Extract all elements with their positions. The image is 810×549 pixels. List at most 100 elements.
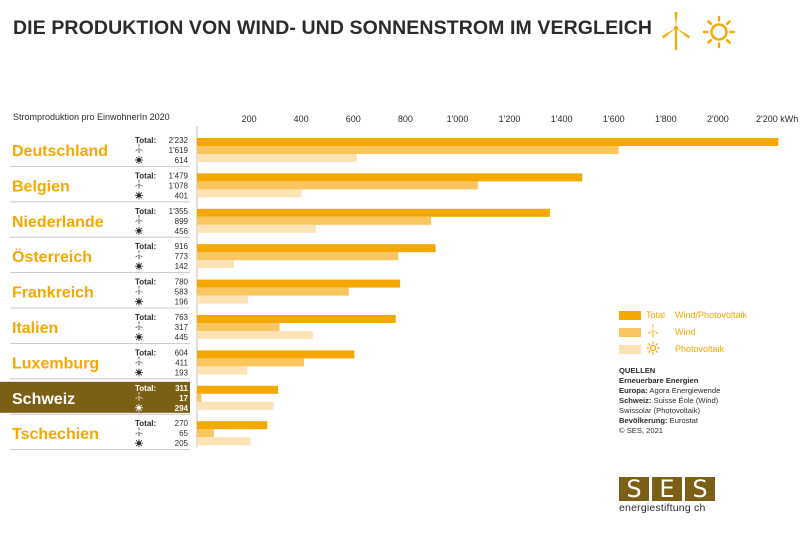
icon-part	[139, 219, 143, 222]
highlight-band	[0, 381, 190, 413]
total-bar	[197, 138, 779, 146]
icon-part	[136, 441, 142, 446]
icon-part	[140, 303, 143, 305]
total-label: Total:	[135, 313, 156, 322]
sources-europa-value: Agora Energiewende	[649, 386, 721, 395]
x-tick-label: 1'200	[499, 114, 521, 124]
legend-swatch-total	[619, 311, 641, 320]
total-value-label: 916	[175, 242, 189, 251]
icon-part	[136, 299, 142, 304]
icon-part	[139, 325, 143, 329]
solar-value-label: 445	[175, 333, 189, 342]
icon-part	[140, 267, 143, 270]
total-label: Total:	[135, 419, 156, 428]
icon-part	[139, 148, 143, 152]
icon-part	[135, 409, 138, 411]
country-label: Österreich	[12, 247, 92, 266]
total-bar	[197, 208, 550, 217]
wind-turbine-icon	[135, 356, 143, 366]
icon-part	[139, 431, 143, 435]
wind-bar	[197, 287, 349, 296]
solar-bar	[197, 295, 249, 304]
sun-icon	[134, 191, 144, 200]
sun-icon	[134, 439, 144, 448]
solar-bar	[197, 437, 251, 446]
solar-bar	[197, 260, 234, 269]
icon-part	[140, 227, 143, 230]
wind-turbine-icon	[135, 427, 143, 437]
total-value-label: 763	[175, 313, 189, 322]
total-value-label: 1'355	[169, 207, 189, 216]
icon-part	[135, 333, 138, 336]
wind-bar	[197, 181, 478, 190]
icon-part	[135, 369, 138, 371]
icon-part	[140, 232, 143, 234]
icon-part	[140, 196, 143, 199]
total-value-label: 311	[175, 384, 188, 393]
solar-value-label: 142	[175, 262, 189, 271]
wind-bar	[197, 323, 280, 331]
icon-part	[135, 232, 138, 234]
sun-icon	[134, 226, 144, 235]
total-bar	[197, 350, 355, 359]
wind-turbine-icon	[135, 392, 143, 401]
x-tick-label: 1'000	[447, 114, 469, 124]
icon-part	[135, 338, 138, 341]
icon-part	[140, 338, 143, 341]
logo-letter: S	[619, 477, 649, 501]
icon-part	[138, 392, 140, 397]
icon-part	[139, 254, 143, 258]
icon-part	[135, 360, 139, 364]
legend-label-solar: Photovoltaik	[675, 344, 725, 354]
total-bar	[197, 173, 583, 182]
wind-value-label: 1'619	[169, 146, 189, 155]
icon-part	[135, 303, 138, 305]
total-label: Total:	[135, 136, 156, 145]
total-label: Total:	[135, 207, 156, 216]
wind-turbine-icon	[662, 12, 690, 50]
total-label: Total:	[135, 348, 156, 357]
wind-bar	[197, 146, 619, 154]
icon-part	[135, 431, 139, 435]
ses-logo: S E S energiestiftung ch	[619, 477, 715, 514]
icon-part	[136, 193, 142, 198]
country-label: Belgien	[12, 178, 70, 195]
icon-part	[136, 264, 142, 269]
sources-bev-value: Eurostat	[669, 416, 698, 425]
sources-copyright: © SES, 2021	[619, 426, 664, 435]
icon-part	[140, 373, 143, 376]
sources-schweiz-value2: Swissolar (Photovoltaik)	[619, 406, 701, 415]
icon-part	[140, 369, 143, 371]
total-label: Total:	[135, 384, 156, 393]
icon-part	[135, 254, 139, 258]
chart-subtitle: Stromproduktion pro EinwohnerIn 2020	[13, 112, 170, 122]
icon-part	[135, 196, 138, 199]
solar-bar	[197, 154, 357, 162]
total-label: Total:	[135, 242, 156, 251]
icon-part	[140, 161, 143, 164]
wind-turbine-icon	[135, 321, 143, 330]
sources-block: QUELLEN Erneuerbare Energien Europa: Ago…	[619, 366, 720, 436]
solar-value-label: 205	[175, 439, 189, 448]
wind-turbine-icon	[135, 215, 143, 224]
solar-value-label: 456	[175, 227, 189, 236]
country-label: Schweiz	[12, 391, 75, 408]
icon-part	[135, 156, 138, 159]
icon-part	[135, 148, 139, 152]
solar-value-label: 193	[175, 368, 189, 377]
wind-bar	[197, 393, 202, 402]
icon-part	[139, 360, 143, 364]
legend-swatch-wind	[619, 328, 641, 337]
sources-schweiz-label: Schweiz:	[619, 396, 652, 405]
wind-turbine-icon	[135, 144, 143, 153]
wind-bar	[197, 358, 305, 367]
country-label: Italien	[12, 320, 58, 337]
total-value-label: 780	[175, 278, 189, 287]
wind-value-label: 65	[179, 429, 188, 438]
legend-swatch-solar	[619, 345, 641, 354]
icon-part	[136, 334, 142, 340]
x-tick-label: 2'000	[707, 114, 729, 124]
solar-value-label: 196	[175, 298, 189, 307]
country-label: Niederlande	[12, 214, 104, 231]
